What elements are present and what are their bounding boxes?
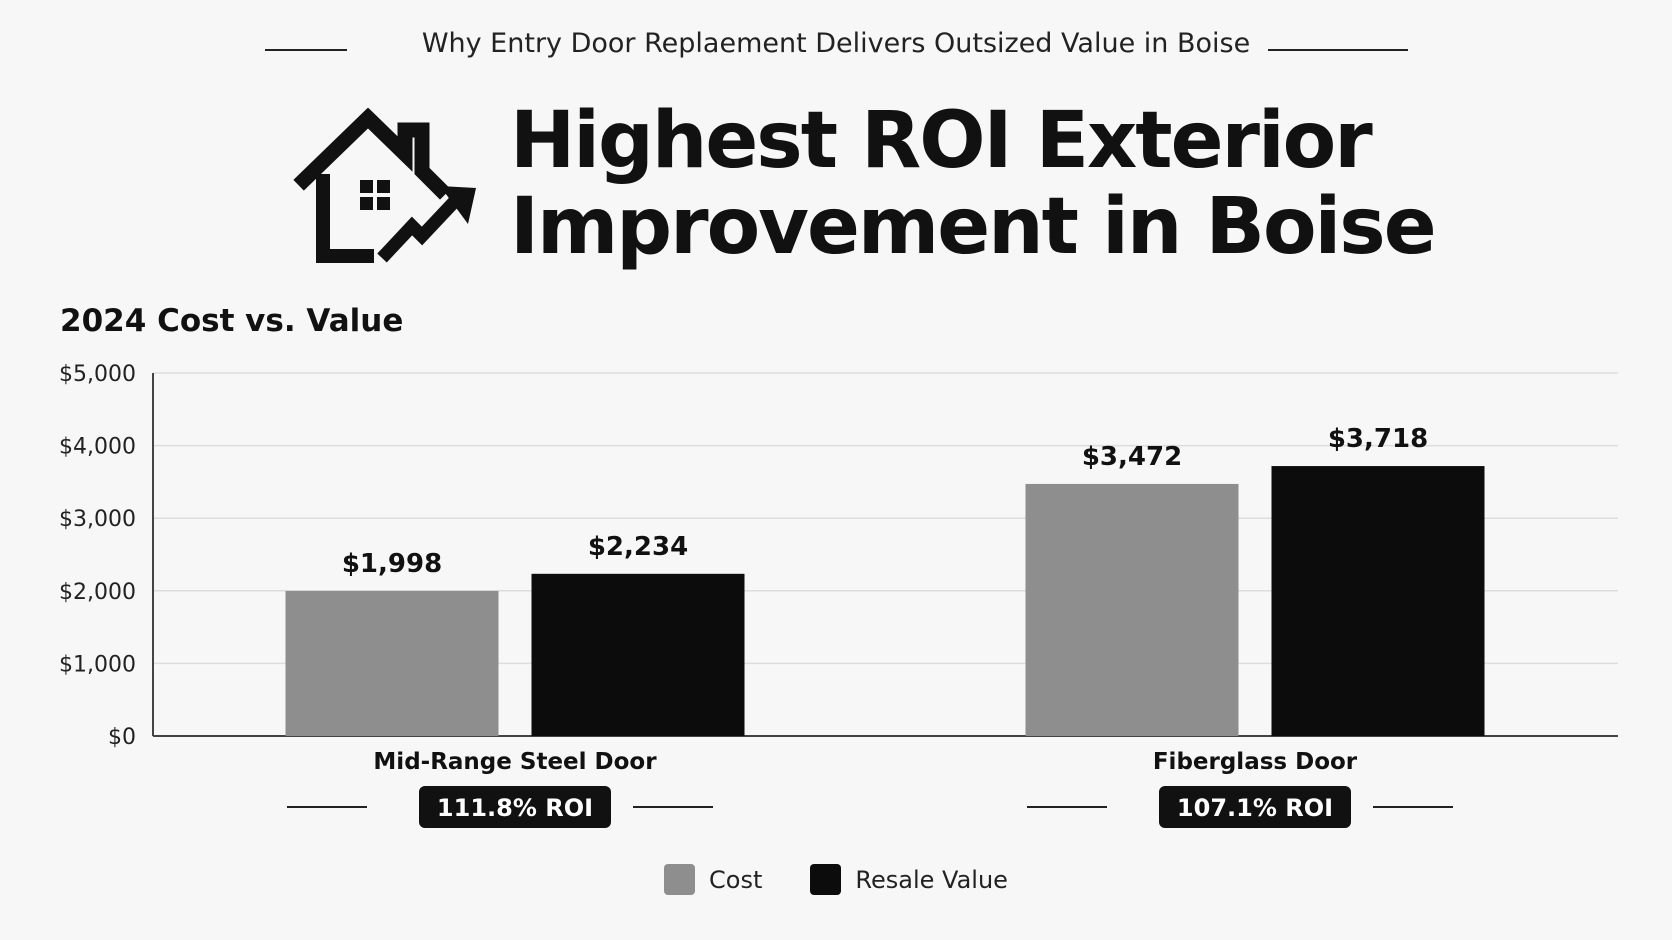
legend-label-resale-value: Resale Value bbox=[855, 865, 1008, 894]
y-tick-label: $3,000 bbox=[59, 507, 136, 532]
bar-value-label: $2,234 bbox=[588, 532, 688, 562]
legend-item-resale-value: Resale Value bbox=[810, 864, 1008, 895]
kicker-rule-left bbox=[265, 49, 347, 51]
bar-value-label: $1,998 bbox=[342, 549, 442, 579]
y-tick-label: $4,000 bbox=[59, 435, 136, 460]
bar-resale-value bbox=[1271, 466, 1485, 736]
bar-cost bbox=[285, 590, 499, 736]
x-category-label: Mid-Range Steel Door bbox=[373, 749, 657, 775]
headline-line-2: Improvement in Boise bbox=[510, 182, 1437, 272]
house-with-rising-arrow-icon bbox=[293, 108, 476, 263]
chart-title: 2024 Cost vs. Value bbox=[60, 303, 404, 339]
bar-value-label: $3,472 bbox=[1082, 442, 1182, 472]
roi-badge-label: 107.1% ROI bbox=[1177, 794, 1333, 822]
chart-legend: Cost Resale Value bbox=[0, 864, 1672, 895]
x-category-label: Fiberglass Door bbox=[1153, 749, 1358, 775]
headline-line-1: Highest ROI Exterior bbox=[510, 96, 1373, 186]
roi-badge bbox=[419, 786, 611, 828]
bar-cost bbox=[1025, 483, 1239, 736]
legend-label-cost: Cost bbox=[709, 865, 763, 894]
roi-badge bbox=[1159, 786, 1351, 828]
headline: Highest ROI Exterior Improvement in Bois… bbox=[510, 96, 1437, 272]
kicker-rule-right bbox=[1268, 49, 1408, 51]
y-tick-label: $2,000 bbox=[59, 580, 136, 605]
legend-item-cost: Cost bbox=[664, 864, 762, 895]
kicker-text: Why Entry Door Replaement Delivers Outsi… bbox=[421, 28, 1251, 59]
y-tick-label: $1,000 bbox=[59, 652, 136, 677]
y-tick-label: $5,000 bbox=[59, 362, 136, 387]
legend-swatch-cost bbox=[664, 864, 696, 895]
bar-resale-value bbox=[531, 573, 745, 736]
y-tick-label: $0 bbox=[108, 725, 136, 750]
legend-swatch-resale-value bbox=[810, 864, 842, 895]
roi-badge-label: 111.8% ROI bbox=[437, 794, 593, 822]
bar-value-label: $3,718 bbox=[1328, 424, 1428, 454]
